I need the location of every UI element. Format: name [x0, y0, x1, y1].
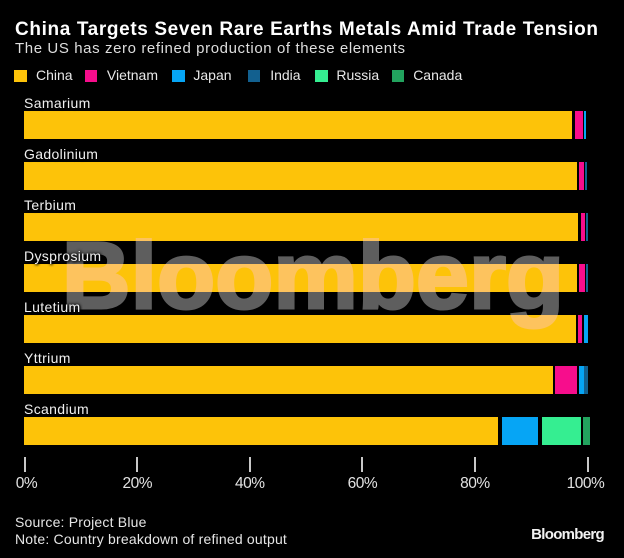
svg-text:Bloomberg: Bloomberg	[62, 223, 564, 329]
